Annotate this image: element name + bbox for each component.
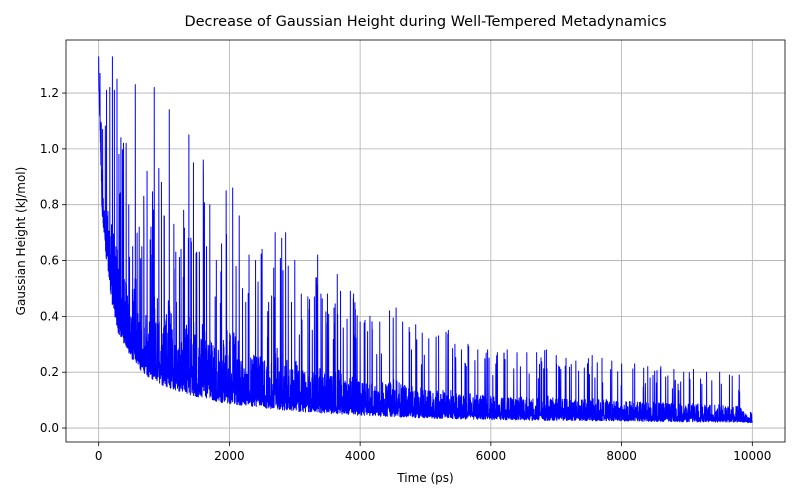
y-tick-label: 0.2 — [40, 365, 59, 379]
plot-frame — [65, 39, 786, 443]
ticks: 0 2000 4000 6000 8000 10000 0.0 0.2 0.4 0.6 0.8 1.0… — [40, 86, 772, 463]
y-tick-label: 0.4 — [40, 309, 59, 323]
x-tick-label: 6000 — [476, 449, 507, 463]
x-tick-label: 0 — [95, 449, 103, 463]
y-axis-label: Gaussian Height (kJ/mol) — [14, 167, 28, 316]
series-layer — [98, 56, 753, 423]
y-tick-label: 0.8 — [40, 198, 59, 212]
x-tick-label: 2000 — [214, 449, 245, 463]
grid — [66, 40, 785, 442]
y-tick-label: 0.6 — [40, 254, 59, 268]
x-axis-label: Time (ps) — [396, 471, 453, 485]
y-tick-label: 0.0 — [40, 421, 59, 435]
y-tick-label: 1.2 — [40, 86, 59, 100]
y-tick-label: 1.0 — [40, 142, 59, 156]
x-tick-label: 4000 — [345, 449, 376, 463]
x-tick-label: 10000 — [733, 449, 771, 463]
series-line — [98, 56, 753, 423]
chart-title: Decrease of Gaussian Height during Well-… — [184, 14, 666, 30]
x-tick-label: 8000 — [606, 449, 637, 463]
